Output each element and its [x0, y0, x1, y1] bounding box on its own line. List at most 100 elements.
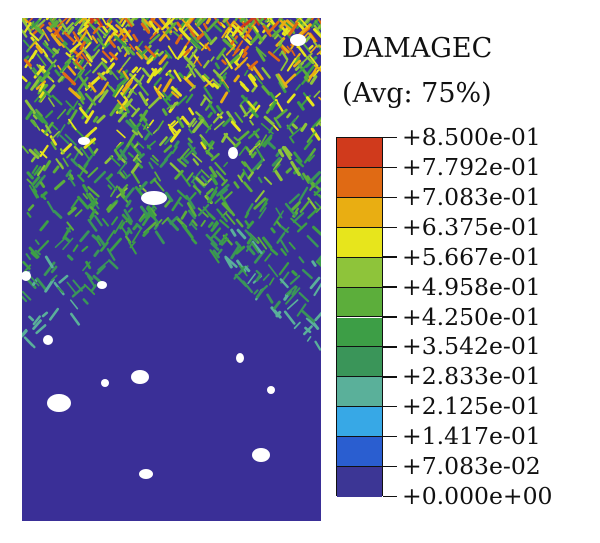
- crack-segment: [149, 31, 158, 40]
- crack-segment: [255, 139, 262, 147]
- crack-segment: [313, 64, 321, 72]
- crack-segment: [301, 310, 316, 323]
- crack-segment: [46, 200, 55, 214]
- crack-segment: [135, 51, 143, 60]
- crack-segment: [84, 126, 98, 139]
- crack-segment: [107, 201, 118, 213]
- crack-segment: [178, 27, 191, 41]
- crack-segment: [84, 110, 95, 124]
- crack-segment: [35, 80, 47, 90]
- crack-segment: [292, 212, 305, 223]
- crack-segment: [22, 290, 32, 301]
- crack-segment: [30, 276, 40, 287]
- crack-segment: [154, 230, 165, 245]
- crack-segment: [186, 202, 197, 218]
- crack-segment: [267, 264, 279, 278]
- crack-segment: [286, 118, 297, 130]
- crack-segment: [286, 112, 292, 119]
- crack-segment: [29, 40, 37, 49]
- crack-segment: [57, 75, 64, 83]
- crack-segment: [175, 33, 183, 45]
- crack-segment: [106, 247, 116, 261]
- crack-segment: [107, 259, 119, 270]
- crack-segment: [216, 47, 227, 61]
- crack-segment: [194, 68, 206, 83]
- crack-segment: [55, 158, 64, 170]
- crack-segment: [257, 18, 265, 24]
- crack-segment: [190, 222, 198, 231]
- crack-segment: [265, 139, 276, 150]
- crack-segment: [246, 203, 254, 215]
- crack-segment: [123, 187, 135, 201]
- crack-segment: [255, 147, 264, 160]
- crack-segment: [31, 164, 39, 174]
- crack-segment: [117, 161, 128, 175]
- crack-segment: [122, 27, 133, 41]
- crack-segment: [31, 175, 41, 186]
- legend-swatch-5: [337, 257, 382, 288]
- crack-segment: [30, 19, 40, 29]
- crack-segment: [137, 188, 144, 197]
- crack-segment: [218, 72, 228, 82]
- crack-segment: [74, 60, 84, 70]
- void-spot: [141, 191, 167, 205]
- crack-segment: [82, 193, 89, 200]
- crack-segment: [48, 307, 60, 321]
- crack-segment: [298, 23, 312, 36]
- crack-segment: [181, 115, 190, 126]
- crack-segment: [186, 172, 194, 182]
- crack-segment: [223, 191, 233, 200]
- crack-segment: [291, 200, 302, 211]
- crack-segment: [144, 45, 157, 58]
- crack-segment: [77, 174, 85, 183]
- crack-segment: [35, 45, 44, 54]
- crack-segment: [121, 79, 134, 92]
- crack-segment: [165, 21, 177, 35]
- void-spot: [47, 394, 71, 412]
- crack-segment: [42, 42, 56, 56]
- crack-segment: [34, 239, 40, 245]
- crack-segment: [200, 141, 207, 150]
- crack-segment: [239, 104, 248, 117]
- legend-level-label: +5.667e-01: [383, 245, 541, 269]
- crack-segment: [229, 34, 238, 44]
- crack-segment: [263, 176, 273, 185]
- crack-segment: [158, 50, 164, 57]
- crack-segment: [195, 176, 206, 187]
- crack-segment: [252, 34, 259, 43]
- crack-segment: [88, 82, 97, 93]
- crack-segment: [296, 303, 307, 317]
- legend-swatch-7: [337, 317, 382, 348]
- crack-segment: [281, 145, 292, 161]
- crack-segment: [273, 169, 283, 182]
- legend-level-label: +4.958e-01: [383, 275, 541, 299]
- crack-segment: [146, 54, 153, 63]
- crack-segment: [290, 160, 301, 177]
- crack-segment: [51, 130, 61, 140]
- crack-pattern: [22, 18, 321, 351]
- crack-segment: [122, 44, 130, 55]
- crack-segment: [312, 28, 321, 39]
- crack-segment: [308, 44, 314, 51]
- crack-segment: [163, 151, 173, 162]
- crack-segment: [148, 20, 159, 34]
- crack-segment: [243, 181, 253, 193]
- crack-segment: [206, 187, 214, 196]
- crack-segment: [213, 120, 225, 131]
- crack-segment: [243, 45, 250, 53]
- crack-segment: [137, 40, 144, 48]
- crack-segment: [127, 227, 133, 235]
- crack-segment: [66, 221, 75, 231]
- crack-segment: [77, 69, 84, 77]
- crack-segment: [239, 80, 246, 87]
- crack-segment: [289, 274, 301, 285]
- crack-segment: [51, 18, 58, 24]
- crack-segment: [212, 82, 220, 89]
- crack-segment: [53, 29, 60, 36]
- legend-title: DAMAGEC: [342, 33, 493, 64]
- crack-segment: [169, 128, 182, 143]
- crack-segment: [131, 229, 141, 244]
- crack-segment: [118, 171, 126, 179]
- crack-segment: [203, 73, 210, 80]
- crack-segment: [49, 18, 53, 21]
